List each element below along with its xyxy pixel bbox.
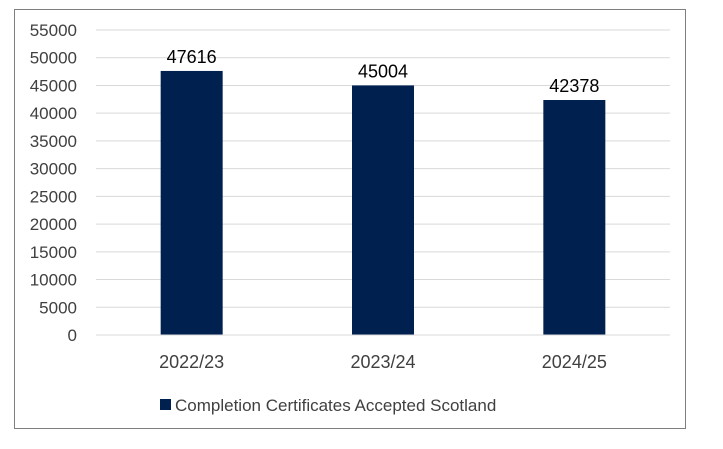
x-tick-label: 2024/25	[542, 352, 607, 372]
x-tick-label: 2023/24	[350, 352, 415, 372]
y-tick-label: 55000	[30, 21, 77, 40]
y-tick-label: 30000	[30, 160, 77, 179]
data-label: 45004	[358, 61, 408, 81]
y-tick-label: 5000	[39, 298, 77, 317]
y-tick-label: 25000	[30, 187, 77, 206]
bar	[352, 85, 414, 335]
legend: Completion Certificates Accepted Scotlan…	[160, 396, 496, 415]
y-tick-label: 20000	[30, 215, 77, 234]
x-axis: 2022/23 2023/24 2024/25	[96, 334, 670, 372]
bar	[543, 99, 606, 336]
y-tick-label: 45000	[30, 76, 77, 95]
data-label: 42378	[549, 76, 599, 96]
data-labels: 47616 45004 42378	[167, 47, 600, 96]
data-label: 47616	[167, 47, 217, 67]
x-tick-label: 2022/23	[159, 352, 224, 372]
y-axis-tick-labels: 0 5000 10000 15000 20000 25000 30000 35000 40000…	[30, 21, 77, 345]
legend-label: Completion Certificates Accepted Scotlan…	[175, 396, 496, 415]
y-tick-label: 10000	[30, 271, 77, 290]
bar	[160, 70, 223, 336]
y-tick-label: 50000	[30, 49, 77, 68]
y-tick-label: 0	[68, 326, 77, 345]
bars	[160, 70, 606, 336]
y-tick-label: 15000	[30, 243, 77, 262]
y-tick-label: 35000	[30, 132, 77, 151]
legend-swatch	[160, 399, 171, 410]
y-tick-label: 40000	[30, 104, 77, 123]
